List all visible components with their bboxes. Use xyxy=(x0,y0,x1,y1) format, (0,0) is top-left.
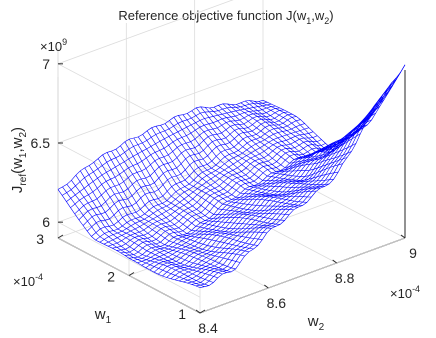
mesh-line xyxy=(173,117,316,196)
mesh-line xyxy=(88,165,232,273)
mesh-line xyxy=(191,110,334,182)
z-axis-label: Jref(w1,w2) xyxy=(9,127,29,193)
w1-tick xyxy=(57,234,64,239)
mesh-line xyxy=(71,180,214,283)
w1-tick-label: 2 xyxy=(107,269,115,285)
w1-tick xyxy=(199,309,206,314)
mesh-line xyxy=(160,125,303,206)
w2-tick-label: 9 xyxy=(409,245,417,261)
z-tick-label: 6 xyxy=(42,214,50,230)
grid-line xyxy=(262,0,406,239)
mesh-line xyxy=(213,106,357,169)
mesh-line xyxy=(186,113,330,185)
grid-line xyxy=(57,162,264,239)
chart-title: Reference objective function J(w1,w2) xyxy=(118,8,333,26)
mesh-line xyxy=(120,145,263,240)
mesh-line xyxy=(129,138,272,230)
mesh-line xyxy=(120,143,326,254)
mesh-line xyxy=(151,127,294,211)
mesh-line xyxy=(102,154,245,257)
grid-line xyxy=(194,0,337,264)
w2-tick xyxy=(400,234,406,239)
mesh-line xyxy=(258,72,401,153)
mesh-line xyxy=(262,64,406,151)
mesh-line xyxy=(164,123,308,203)
w1-exponent: ×10-4 xyxy=(13,272,43,289)
z-exponent: ×109 xyxy=(40,37,67,54)
mesh-line xyxy=(106,152,250,253)
mesh-line xyxy=(84,167,227,273)
tick-group: 6 6.5 7 1 2 3 8.4 8.6 8.8 9 xyxy=(31,56,418,336)
mesh-line xyxy=(209,107,352,171)
mesh-line xyxy=(200,106,343,177)
mesh-line xyxy=(253,77,397,153)
mesh-line xyxy=(97,158,241,263)
mesh-line xyxy=(66,184,209,286)
mesh-line xyxy=(124,141,267,234)
mesh-line xyxy=(178,115,321,193)
mesh-line xyxy=(75,175,218,279)
w2-tick xyxy=(195,309,201,314)
mesh-line xyxy=(115,149,258,246)
grid-line xyxy=(128,200,335,276)
w2-tick xyxy=(264,284,269,289)
w2-tick-label: 8.4 xyxy=(198,320,218,336)
w2-tick-label: 8.6 xyxy=(267,295,287,311)
mesh-line xyxy=(195,107,339,181)
w1-tick-label: 1 xyxy=(178,306,186,322)
w1-axis-label: w1 xyxy=(94,306,112,326)
mesh-line xyxy=(66,103,272,202)
mesh-line xyxy=(204,107,348,173)
mesh-line xyxy=(137,136,281,225)
mesh-line xyxy=(249,82,392,152)
w2-tick-label: 8.8 xyxy=(335,270,355,286)
mesh-line xyxy=(80,170,223,275)
w2-exponent: ×10-4 xyxy=(390,284,420,301)
mesh-line xyxy=(93,162,236,270)
w1-tick-label: 3 xyxy=(36,231,44,247)
grid-line xyxy=(199,237,406,314)
mesh-line xyxy=(57,189,201,288)
w2-tick xyxy=(332,259,337,264)
mesh-line xyxy=(245,89,388,153)
w1-tick xyxy=(128,272,135,276)
mesh-line xyxy=(182,114,325,188)
z-tick-label: 6.5 xyxy=(31,135,51,151)
mesh-line xyxy=(133,137,276,227)
mesh-line xyxy=(155,126,299,208)
mesh-line xyxy=(227,103,370,159)
w2-axis-label: w2 xyxy=(307,313,325,333)
mesh-line xyxy=(103,127,309,245)
mesh-line xyxy=(111,150,254,250)
z-tick-label: 7 xyxy=(42,56,50,72)
surface-mesh xyxy=(57,64,406,288)
mesh-line xyxy=(169,120,312,198)
mesh-line xyxy=(62,186,205,287)
mesh-line xyxy=(236,104,379,158)
mesh-line xyxy=(142,134,285,221)
mesh-line xyxy=(146,130,290,215)
mesh-line xyxy=(240,97,383,156)
